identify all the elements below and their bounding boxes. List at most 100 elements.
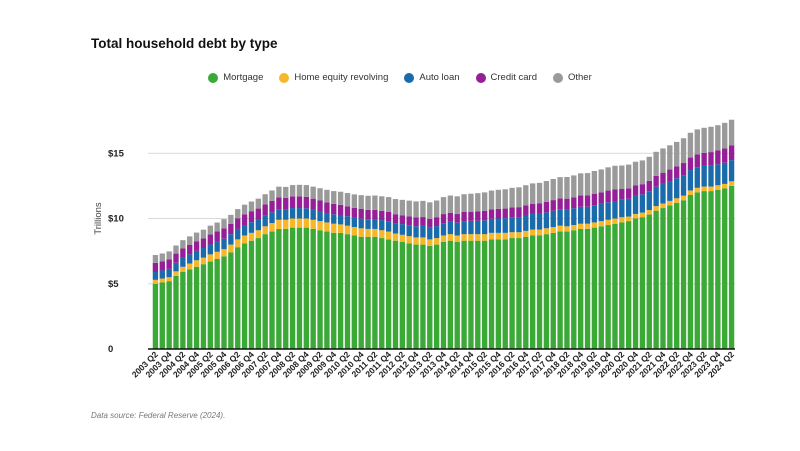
bar-segment — [392, 199, 399, 215]
bar-segment — [626, 164, 632, 189]
bar-segment — [550, 226, 556, 233]
bar-segment — [578, 206, 584, 224]
bar-segment — [427, 202, 433, 219]
bar-segment — [626, 198, 632, 217]
bar-segment — [427, 218, 433, 228]
bar-segment — [667, 205, 673, 349]
bar-segment — [235, 209, 241, 219]
bar-segment — [447, 240, 454, 349]
bar-segment — [680, 138, 687, 164]
bar-segment — [708, 191, 714, 349]
bar-segment — [495, 239, 502, 349]
bar-segment — [413, 237, 419, 245]
bar-segment — [351, 194, 358, 208]
bar-segment — [653, 175, 659, 187]
bar-segment — [481, 240, 488, 349]
bar-segment — [276, 219, 282, 229]
bar-segment — [187, 244, 193, 255]
bar-segment — [509, 207, 515, 218]
bar-segment — [694, 154, 700, 168]
bar-segment — [180, 240, 186, 249]
bar-segment — [584, 228, 591, 349]
bar-segment — [248, 211, 255, 223]
y-tick-label: 0 — [108, 344, 113, 355]
bar-segment — [680, 195, 687, 201]
bar-segment — [674, 198, 680, 203]
bar-segment — [399, 215, 406, 225]
bar-segment — [543, 234, 550, 349]
legend-item-home-equity[interactable]: Home equity revolving — [279, 72, 388, 83]
legend-swatch-other — [553, 72, 563, 83]
bar-segment — [283, 186, 289, 198]
bar-segment — [605, 167, 611, 191]
bar-segment — [722, 148, 728, 163]
bar-segment — [344, 234, 351, 349]
bar-segment — [303, 208, 309, 219]
bar-segment — [344, 206, 351, 217]
bar-segment — [626, 188, 632, 199]
bar-segment — [207, 261, 213, 349]
bar-segment — [427, 227, 433, 240]
bar-segment — [276, 209, 282, 220]
bar-segment — [344, 225, 351, 235]
bar-segment — [591, 171, 598, 194]
bar-segment — [619, 165, 625, 190]
bar-segment — [433, 200, 440, 218]
bar-segment — [173, 253, 179, 263]
bar-segment — [674, 166, 680, 179]
bar-segment — [557, 231, 563, 349]
bar-segment — [420, 200, 426, 218]
legend-item-mortgage[interactable]: Mortgage — [208, 72, 263, 83]
bar-segment — [715, 125, 721, 151]
bar-segment — [228, 252, 234, 349]
bar-segment — [269, 223, 275, 232]
y-tick-label: $5 — [108, 279, 119, 290]
legend-item-credit-card[interactable]: Credit card — [475, 72, 537, 83]
bar-segment — [207, 234, 213, 245]
bar-segment — [550, 210, 556, 227]
legend-item-auto-loan[interactable]: Auto loan — [404, 72, 460, 83]
bar-segment — [173, 275, 179, 349]
bar-segment — [694, 192, 700, 349]
bar-segment — [180, 248, 186, 258]
bar-segment — [468, 220, 474, 235]
bar-segment — [564, 231, 570, 349]
bar-segment — [241, 204, 248, 215]
bar-segment — [276, 197, 282, 210]
bar-segment — [461, 234, 467, 241]
bar-segment — [200, 238, 207, 248]
bar-segment — [235, 218, 241, 229]
bar-segment — [598, 221, 604, 227]
bar-segment — [447, 221, 454, 235]
bar-segment — [475, 211, 481, 221]
bar-segment — [481, 192, 488, 211]
bar-segment — [365, 236, 371, 349]
bar-segment — [502, 232, 508, 240]
bar-segment — [550, 200, 556, 211]
bar-segment — [488, 218, 495, 233]
bar-segment — [433, 217, 440, 227]
bar-segment — [660, 183, 666, 204]
legend-item-other[interactable]: Other — [553, 72, 592, 83]
bar-segment — [262, 215, 268, 227]
bar-segment — [406, 225, 412, 237]
bar-segment — [701, 186, 707, 192]
bar-segment — [694, 167, 700, 188]
bar-segment — [509, 232, 515, 239]
bar-segment — [303, 196, 309, 209]
bar-segment — [495, 232, 502, 240]
bar-segment — [296, 184, 303, 197]
bar-segment — [392, 223, 399, 234]
bar-segment — [475, 240, 481, 349]
bar-segment — [571, 225, 577, 231]
bar-segment — [680, 200, 687, 349]
bar-segment — [728, 181, 735, 186]
bar-segment — [701, 127, 707, 153]
bar-segment — [687, 195, 694, 349]
bar-segment — [427, 245, 433, 349]
bar-segment — [481, 210, 488, 221]
bar-segment — [173, 245, 179, 254]
bar-segment — [358, 236, 364, 349]
bar-segment — [687, 132, 694, 158]
